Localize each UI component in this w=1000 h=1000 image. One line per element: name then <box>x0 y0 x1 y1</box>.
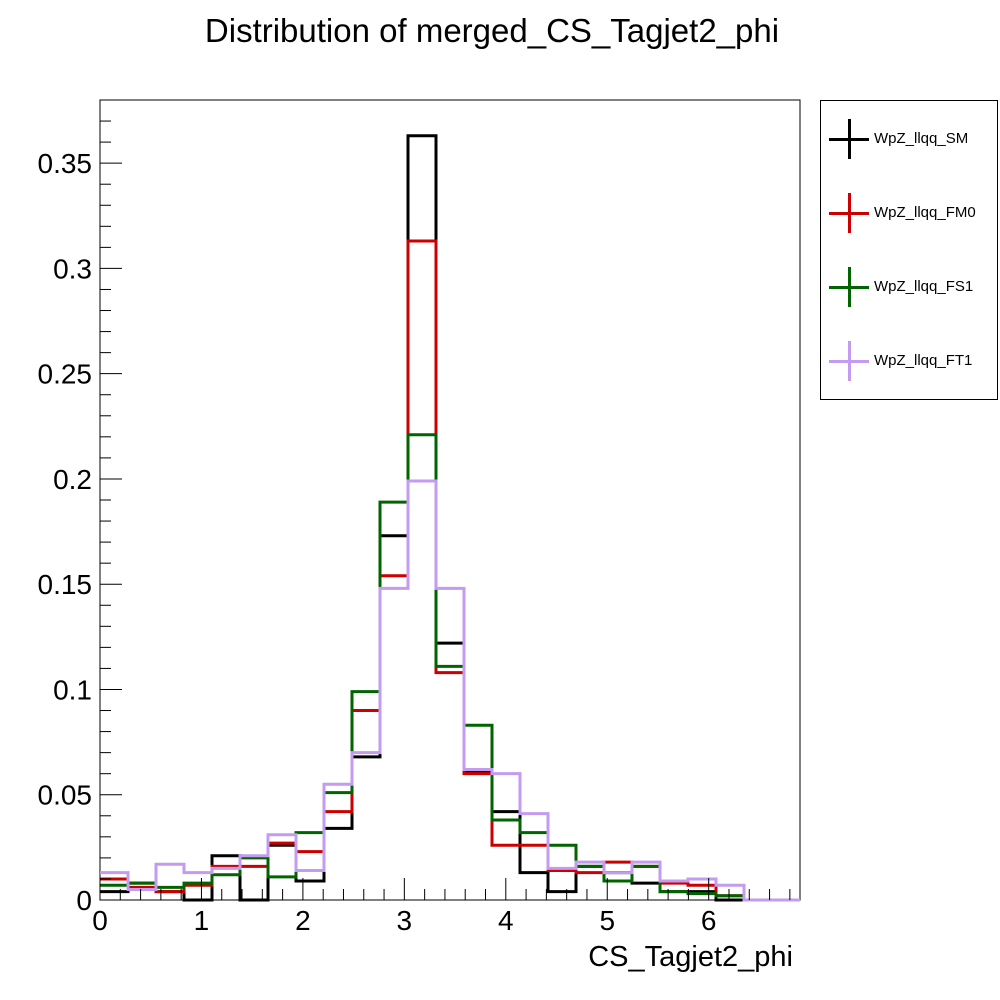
legend-entry: WpZ_llqq_FT1 <box>821 331 997 391</box>
legend-entry: WpZ_llqq_FM0 <box>821 183 997 243</box>
x-tick-label: 5 <box>599 905 615 936</box>
series-line-WpZ_llqq_FT1 <box>100 479 800 902</box>
y-tick-label: 0 <box>76 885 92 916</box>
x-tick-label: 6 <box>701 905 717 936</box>
series-line-WpZ_llqq_FM0 <box>100 239 800 902</box>
y-tick-label: 0.3 <box>53 253 92 284</box>
legend-label: WpZ_llqq_SM <box>874 130 969 147</box>
chart-title: Distribution of merged_CS_Tagjet2_phi <box>204 12 780 49</box>
legend-marker-icon <box>829 193 869 233</box>
legend-label: WpZ_llqq_FM0 <box>874 204 976 221</box>
series-line-WpZ_llqq_SM <box>100 134 800 902</box>
y-tick-label: 0.15 <box>38 569 93 600</box>
x-tick-label: 4 <box>498 905 514 936</box>
y-tick-label: 0.05 <box>38 780 93 811</box>
legend-marker-icon <box>829 267 869 307</box>
legend-label: WpZ_llqq_FT1 <box>874 352 973 369</box>
legend-entry: WpZ_llqq_SM <box>821 109 997 169</box>
y-tick-label: 0.2 <box>53 464 92 495</box>
y-tick-label: 0.1 <box>53 674 92 705</box>
x-tick-label: 2 <box>295 905 311 936</box>
x-tick-label: 3 <box>397 905 413 936</box>
x-tick-label: 1 <box>194 905 210 936</box>
x-axis-label: CS_Tagjet2_phi <box>588 941 793 973</box>
y-tick-label: 0.25 <box>38 359 93 390</box>
series-line-WpZ_llqq_FS1 <box>100 433 800 902</box>
legend-marker-icon <box>829 119 869 159</box>
legend: WpZ_llqq_SM WpZ_llqq_FM0 WpZ_llqq_FS1 WpZ_l… <box>820 100 998 400</box>
series-layer <box>100 134 800 902</box>
axes-layer: 0 1 2 3 4 5 6 0 0.05 0.1 0.15 0.2 0.25 0.3 0.35 <box>38 99 791 936</box>
plot-frame <box>99 99 801 901</box>
y-tick-label: 0.35 <box>38 148 93 179</box>
legend-label: WpZ_llqq_FS1 <box>874 278 974 295</box>
x-tick-label: 0 <box>92 905 108 936</box>
legend-marker-icon <box>829 341 869 381</box>
legend-entry: WpZ_llqq_FS1 <box>821 257 997 317</box>
